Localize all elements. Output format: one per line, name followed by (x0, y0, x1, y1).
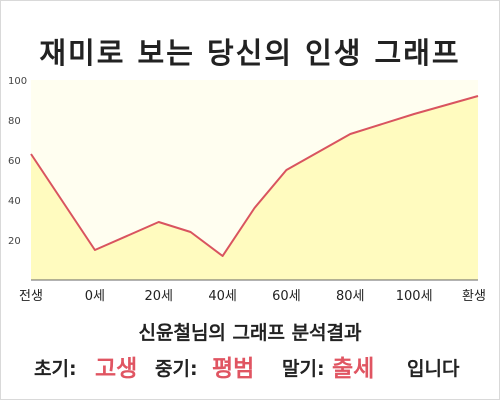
life-chart: 20 40 60 80 100 전생 0세 20세 40세 60세 80세 100세 환생 (8, 76, 486, 304)
x-tick-label: 40세 (208, 289, 237, 304)
series-line (30, 95, 479, 257)
x-tick-label: 100세 (396, 289, 433, 304)
result-subtitle: 신윤철님의 그래프 분석결과 (138, 322, 362, 344)
y-tick-label: 40 (8, 196, 21, 207)
x-tick-label: 20세 (144, 289, 173, 304)
x-tick-labels: 전생 0세 20세 40세 60세 80세 100세 환생 (19, 289, 486, 304)
x-tick-label: 60세 (272, 289, 301, 304)
y-tick-label: 60 (8, 156, 21, 167)
y-tick-labels: 20 40 60 80 100 (8, 76, 27, 247)
x-tick-label: 환생 (462, 289, 486, 304)
result-summary: 초기: 고생 중기: 평범 말기: 출세 입니다 (0, 348, 500, 382)
middle-label: 중기: (155, 358, 198, 380)
early-value: 고생 (95, 356, 138, 382)
late-value: 출세 (332, 356, 375, 382)
area-fill (31, 96, 478, 280)
x-tick-label: 0세 (85, 289, 105, 304)
early-label: 초기: (34, 358, 77, 380)
y-tick-label: 80 (8, 116, 21, 127)
late-label: 말기: (282, 358, 325, 380)
ending-text: 입니다 (407, 358, 460, 380)
y-tick-label: 20 (8, 236, 21, 247)
page-title: 재미로 보는 당신의 인생 그래프 (39, 36, 461, 70)
x-tick-label: 전생 (19, 289, 43, 304)
middle-value: 평범 (212, 356, 255, 382)
x-tick-label: 80세 (336, 289, 365, 304)
y-tick-label: 100 (8, 76, 27, 87)
